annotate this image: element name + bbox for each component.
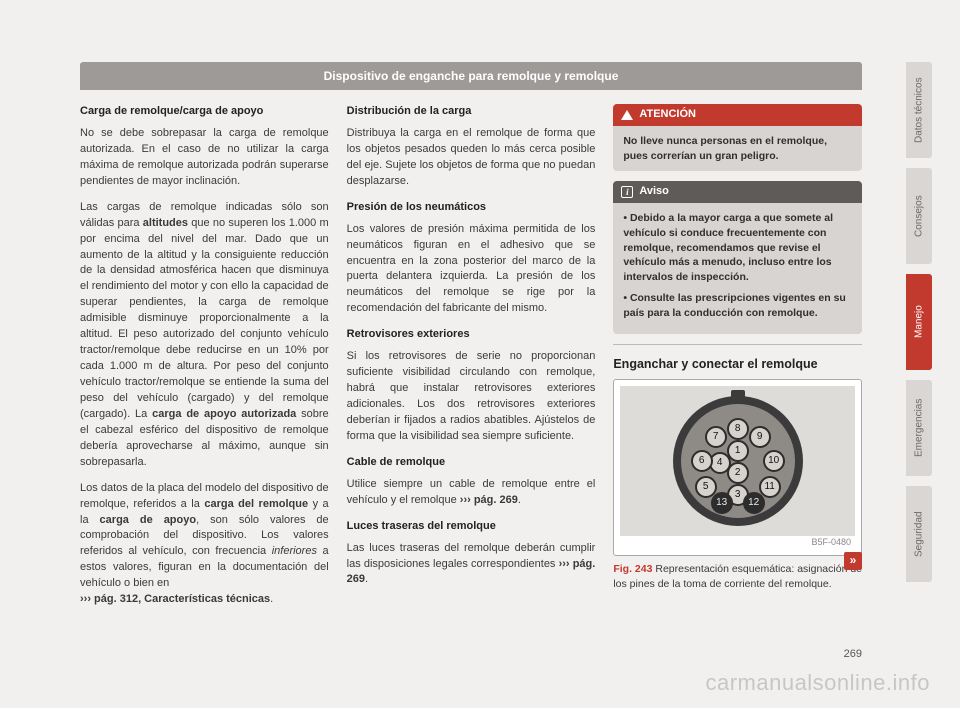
col2-p4: Utilice siempre un cable de remolque ent… (347, 477, 596, 509)
column-3: ATENCIÓN No lleve nunca personas en el r… (613, 104, 862, 618)
connector-pin: 12 (743, 492, 765, 514)
side-tab[interactable]: Consejos (906, 168, 932, 264)
aviso-body: Debido a la mayor carga a que somete al … (613, 203, 862, 334)
connector-pin: 8 (727, 418, 749, 440)
section-divider (613, 344, 862, 345)
aviso-head: i Aviso (613, 181, 862, 203)
continue-icon: » (844, 552, 862, 570)
side-tab[interactable]: Emergencias (906, 380, 932, 476)
atencion-head: ATENCIÓN (613, 104, 862, 126)
col2-p2: Los valores de presión máxima permitida … (347, 222, 596, 318)
col2-p1: Distribuya la carga en el remolque de fo… (347, 126, 596, 190)
figure-ref: B5F-0480 (620, 536, 855, 549)
column-1: Carga de remolque/carga de apoyo No se d… (80, 104, 329, 618)
connector-pin: 6 (691, 450, 713, 472)
content-area: Dispositivo de enganche para remolque y … (80, 62, 862, 662)
col2-heading-5: Luces traseras del remolque (347, 519, 596, 535)
col1-heading-1: Carga de remolque/carga de apoyo (80, 104, 329, 120)
col1-p2: Las cargas de remolque indicadas sólo so… (80, 200, 329, 471)
connector-pin: 7 (705, 426, 727, 448)
connector-pin: 9 (749, 426, 771, 448)
connector-pin: 13 (711, 492, 733, 514)
atencion-title: ATENCIÓN (639, 107, 696, 123)
aviso-item: Debido a la mayor carga a que somete al … (623, 211, 852, 284)
section-header: Dispositivo de enganche para remolque y … (80, 62, 862, 90)
col1-p1: No se debe sobrepasar la carga de remolq… (80, 126, 329, 190)
watermark: carmanualsonline.info (705, 670, 930, 696)
warning-icon (621, 110, 633, 120)
side-tab[interactable]: Datos técnicos (906, 62, 932, 158)
col2-heading-2: Presión de los neumáticos (347, 200, 596, 216)
col2-heading-1: Distribución de la carga (347, 104, 596, 120)
connector-diagram: 12345678910111213 (673, 396, 803, 526)
col1-p3: Los datos de la placa del modelo del dis… (80, 481, 329, 609)
figure-canvas: 12345678910111213 (620, 386, 855, 536)
text-columns: Carga de remolque/carga de apoyo No se d… (80, 90, 862, 618)
col2-heading-3: Retrovisores exteriores (347, 327, 596, 343)
figure-caption: Fig. 243 Representación esquemática: asi… (613, 562, 862, 590)
atencion-body: No lleve nunca personas en el remolque, … (613, 126, 862, 171)
col2-heading-4: Cable de remolque (347, 455, 596, 471)
aviso-box: i Aviso Debido a la mayor carga a que so… (613, 181, 862, 334)
column-2: Distribución de la carga Distribuya la c… (347, 104, 596, 618)
page-number: 269 (844, 648, 862, 660)
side-tab[interactable]: Manejo (906, 274, 932, 370)
col2-p3: Si los retrovisores de serie no proporci… (347, 349, 596, 445)
aviso-title: Aviso (639, 184, 669, 200)
col3-section-title: Enganchar y conectar el remolque (613, 355, 862, 373)
manual-page: Dispositivo de enganche para remolque y … (0, 0, 960, 708)
side-tab[interactable]: Seguridad (906, 486, 932, 582)
aviso-item: Consulte las prescripciones vigentes en … (623, 291, 852, 320)
figure-label: Fig. 243 (613, 563, 652, 575)
info-icon: i (621, 186, 633, 198)
col2-p5: Las luces traseras del remolque deberán … (347, 541, 596, 589)
atencion-box: ATENCIÓN No lleve nunca personas en el r… (613, 104, 862, 171)
side-tabs: Datos técnicos Consejos Manejo Emergencias S… (906, 62, 932, 602)
connector-pin: 10 (763, 450, 785, 472)
figure-box: 12345678910111213 B5F-0480 (613, 379, 862, 556)
